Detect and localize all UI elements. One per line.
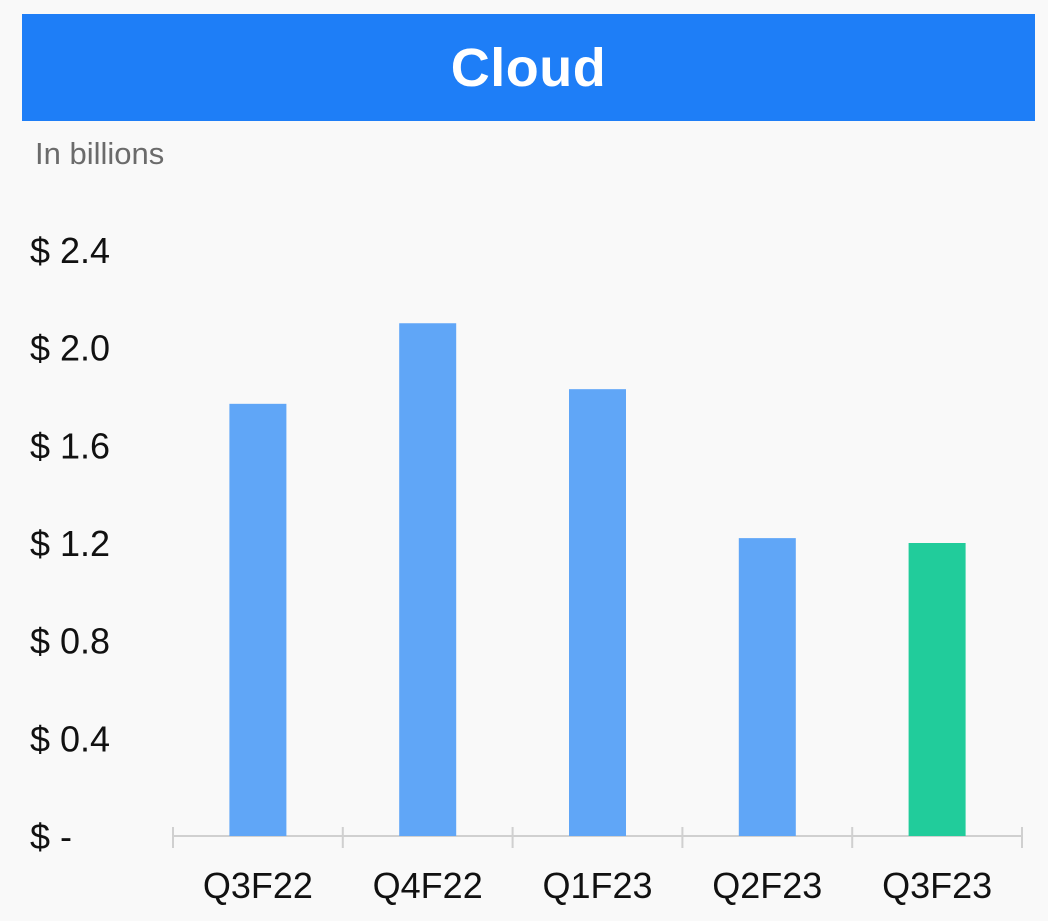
x-tick-label: Q3F22 xyxy=(203,865,313,906)
y-tick-label: $ 2.4 xyxy=(30,230,110,271)
y-tick-label: $ 1.2 xyxy=(30,523,110,564)
x-tick-label: Q1F23 xyxy=(542,865,652,906)
bar-q2f23 xyxy=(738,538,796,836)
bar-q1f23 xyxy=(569,389,626,836)
x-tick-label: Q3F23 xyxy=(882,865,992,906)
x-tick-label: Q2F23 xyxy=(712,865,822,906)
y-tick-label: $ 2.0 xyxy=(30,328,110,369)
x-tick-label: Q4F22 xyxy=(373,865,483,906)
y-tick-label: $ - xyxy=(30,816,72,857)
chart-subtitle: In billions xyxy=(35,136,165,171)
bar-q3f23 xyxy=(908,543,966,836)
chart-title: Cloud xyxy=(450,37,607,98)
y-tick-label: $ 1.6 xyxy=(30,425,110,466)
y-tick-label: $ 0.8 xyxy=(30,621,110,662)
bar-q4f22 xyxy=(399,323,457,836)
y-tick-label: $ 0.4 xyxy=(30,718,110,759)
chart-header: Cloud xyxy=(22,14,1035,121)
bar-q3f22 xyxy=(229,403,287,836)
